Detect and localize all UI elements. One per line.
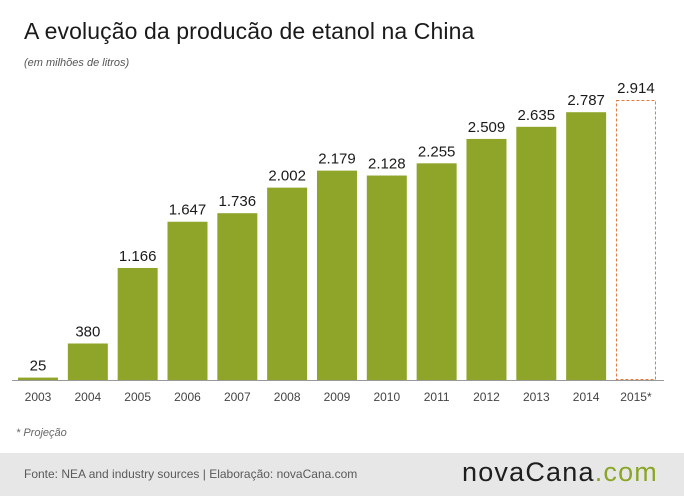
chart-title: A evolução da producão de etanol na Chin… (24, 18, 475, 44)
data-label-8: 2.255 (418, 143, 456, 160)
bar-1 (67, 343, 108, 380)
x-tick-label-5: 2008 (274, 390, 301, 404)
data-label-6: 2.179 (318, 151, 356, 168)
x-tick-label-9: 2012 (473, 390, 500, 404)
data-label-5: 2.002 (268, 168, 306, 185)
projection-note: * Projeção (16, 427, 67, 439)
x-tick-label-11: 2014 (573, 390, 600, 404)
x-tick-label-4: 2007 (224, 390, 251, 404)
x-tick-label-7: 2010 (373, 390, 400, 404)
x-tick-label-10: 2013 (523, 390, 550, 404)
x-tick-label-2: 2005 (124, 390, 151, 404)
chart-subtitle: (em milhões de litros) (24, 57, 130, 69)
bar-11 (566, 112, 607, 380)
source-text: Fonte: NEA and industry sources | Elabor… (24, 467, 358, 481)
data-label-2: 1.166 (119, 248, 157, 265)
bar-4 (217, 213, 258, 380)
x-tick-label-0: 2003 (25, 390, 52, 404)
bar-5 (267, 187, 308, 380)
bar-3 (167, 221, 208, 380)
brand-domain: .com (594, 457, 658, 487)
bar-8 (416, 163, 457, 380)
data-label-7: 2.128 (368, 156, 406, 173)
bar-0 (18, 377, 58, 380)
footer-bar: Fonte: NEA and industry sources | Elabor… (0, 453, 684, 496)
bar-10 (516, 126, 557, 381)
bar-12-projection (615, 100, 656, 380)
bar-7 (366, 175, 407, 380)
data-label-9: 2.509 (468, 119, 506, 136)
brand-name: novaCana (461, 457, 595, 487)
data-label-10: 2.635 (518, 107, 556, 124)
data-label-12: 2.914 (617, 80, 655, 97)
brand-logo: novaCana.com (462, 457, 658, 488)
bar-9 (466, 138, 507, 380)
bar-6 (316, 170, 357, 380)
x-tick-label-12: 2015* (620, 390, 652, 404)
x-tick-label-1: 2004 (74, 390, 101, 404)
data-label-0: 25 (30, 358, 47, 375)
bar-chart: 25 2003 380 2004 1.166 2005 1.647 2006 1.736 2007… (12, 80, 664, 404)
x-tick-label-3: 2006 (174, 390, 201, 404)
data-label-11: 2.787 (567, 92, 605, 109)
data-label-3: 1.647 (169, 202, 207, 219)
data-label-4: 1.736 (219, 193, 257, 210)
data-label-1: 380 (75, 323, 100, 340)
x-tick-label-6: 2009 (324, 390, 351, 404)
x-tick-label-8: 2011 (424, 390, 450, 404)
bar-2 (117, 267, 158, 380)
